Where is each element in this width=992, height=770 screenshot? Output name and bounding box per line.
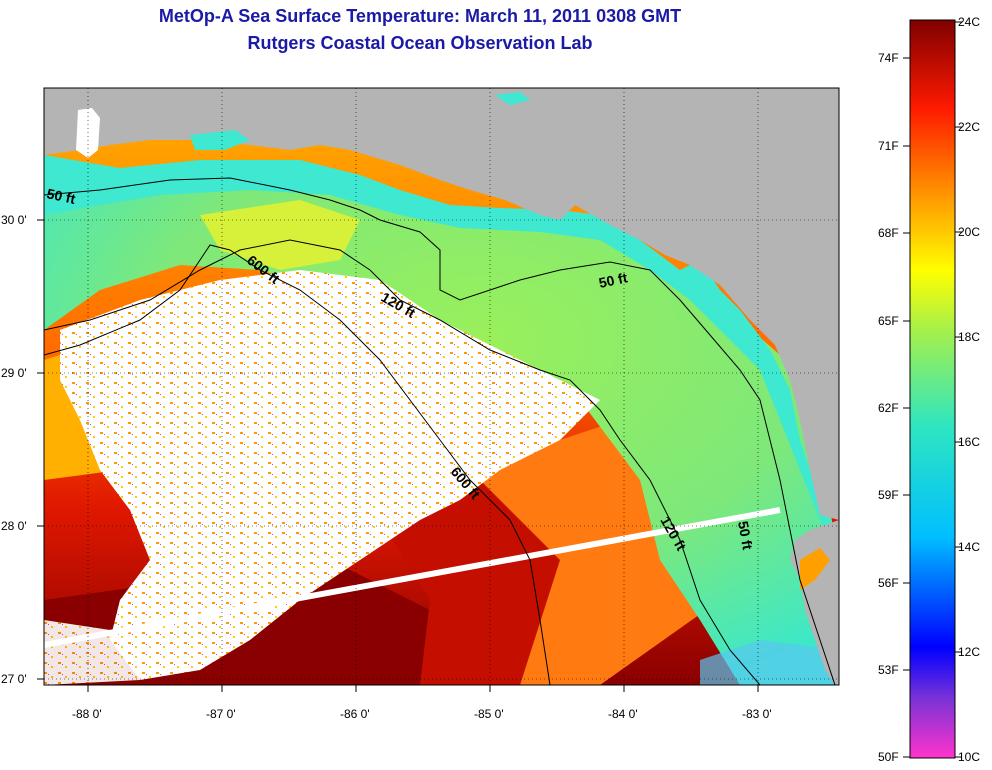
colorbar-celsius-label: 24C <box>958 15 980 29</box>
lon-tick-label: -88 0' <box>72 707 102 721</box>
graticule <box>44 88 839 685</box>
lon-tick-label: -87 0' <box>206 707 236 721</box>
contour-label: 50 ft <box>735 520 756 551</box>
axis-ticks <box>37 219 759 692</box>
sst-field: 50 ft 600 ft 120 ft 50 ft 600 ft 120 ft … <box>44 88 839 685</box>
colorbar-celsius-label: 18C <box>958 330 980 344</box>
colorbar-fahrenheit-label: 74F <box>878 51 899 65</box>
lat-tick-label: 29 0' <box>1 366 27 380</box>
lon-tick-label: -85 0' <box>474 707 504 721</box>
colorbar: 24C 22C 20C 18C 16C 14C 12C 10C 74F 71F … <box>878 15 980 764</box>
lat-tick-label: 27 0' <box>1 672 27 686</box>
lon-tick-label: -83 0' <box>742 707 772 721</box>
contour-label: 50 ft <box>597 269 629 291</box>
colorbar-fahrenheit-label: 68F <box>878 226 899 240</box>
colorbar-fahrenheit-label: 59F <box>878 488 899 502</box>
colorbar-celsius-label: 16C <box>958 435 980 449</box>
colorbar-fahrenheit-label: 56F <box>878 576 899 590</box>
colorbar-fahrenheit-label: 62F <box>878 401 899 415</box>
lat-tick-label: 28 0' <box>1 519 27 533</box>
colorbar-celsius-label: 20C <box>958 225 980 239</box>
colorbar-celsius-label: 14C <box>958 540 980 554</box>
colorbar-celsius-label: 22C <box>958 120 980 134</box>
colorbar-celsius-label: 12C <box>958 645 980 659</box>
colorbar-celsius-label: 10C <box>958 750 980 764</box>
colorbar-fahrenheit-label: 50F <box>878 750 899 764</box>
colorbar-fahrenheit-label: 53F <box>878 663 899 677</box>
plot-frame <box>43 87 840 686</box>
map-title: MetOp-A Sea Surface Temperature: March 1… <box>158 6 682 26</box>
colorbar-gradient <box>909 19 956 759</box>
satellite-swath-edge <box>44 507 781 648</box>
lon-tick-label: -84 0' <box>608 707 638 721</box>
map-subtitle: Rutgers Coastal Ocean Observation Lab <box>247 33 593 53</box>
bathymetry-contours <box>44 177 836 685</box>
colorbar-fahrenheit-label: 65F <box>878 314 899 328</box>
lon-tick-label: -86 0' <box>340 707 370 721</box>
lat-tick-label: 30 0' <box>1 213 27 227</box>
contour-label: 50 ft <box>45 185 77 207</box>
colorbar-fahrenheit-label: 71F <box>878 139 899 153</box>
land-northern-gulf-coast <box>44 88 839 520</box>
